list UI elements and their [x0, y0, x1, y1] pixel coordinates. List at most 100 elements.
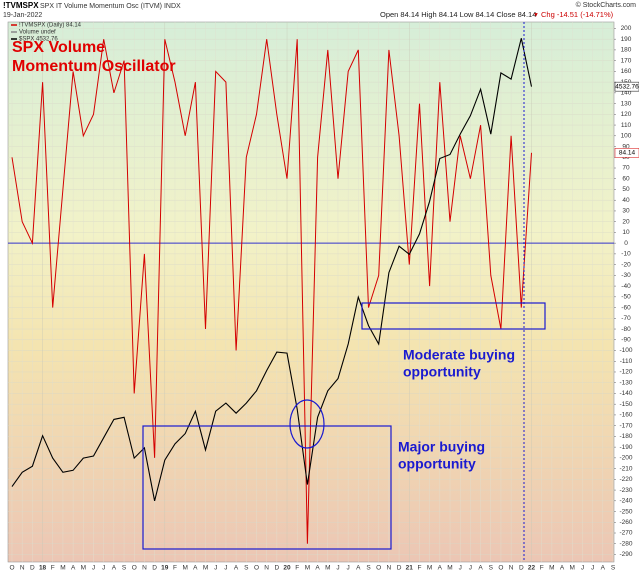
x-tick-label: M	[182, 565, 187, 572]
y-tick-label: -60	[621, 304, 631, 311]
y-tick-label: 10	[622, 229, 630, 236]
y-tick-label: 0	[624, 240, 628, 247]
last-value-tag: 84.14	[614, 148, 639, 158]
x-tick-label: F	[417, 565, 421, 572]
last-value-box	[614, 148, 639, 158]
x-tick-label: 22	[528, 565, 536, 572]
y-tick-label: -170	[619, 422, 632, 429]
y-tick-label: 110	[621, 122, 632, 129]
date: 19-Jan-2022	[3, 12, 42, 19]
x-tick-label: S	[122, 565, 127, 572]
y-tick-label: -200	[619, 455, 632, 462]
x-tick-label: O	[376, 565, 381, 572]
copyright: © StockCharts.com	[576, 1, 637, 9]
y-tick-label: -250	[619, 508, 632, 515]
down-arrow: ▼	[533, 13, 539, 19]
y-tick-label: -50	[621, 294, 631, 301]
x-tick-label: J	[92, 565, 95, 572]
x-tick-label: N	[142, 565, 147, 572]
y-tick-label: -240	[619, 498, 632, 505]
annotation: Momentum Oscillator	[12, 58, 176, 75]
x-tick-label: J	[214, 565, 217, 572]
y-tick-label: -70	[621, 315, 631, 322]
last-value-box	[614, 81, 639, 92]
x-tick-label: A	[560, 565, 565, 572]
y-tick-label: 30	[622, 208, 630, 215]
y-tick-label: 170	[621, 57, 632, 64]
x-tick-label: A	[315, 565, 320, 572]
x-tick-label: 19	[161, 565, 169, 572]
y-tick-label: -290	[619, 551, 632, 558]
y-tick-label: 50	[622, 186, 630, 193]
x-tick-label: J	[347, 565, 350, 572]
x-tick-label: 21	[406, 565, 414, 572]
x-tick-label: 18	[39, 565, 47, 572]
x-tick-label: M	[60, 565, 65, 572]
legend-label: $SPX 4532.76	[19, 37, 58, 43]
y-tick-label: -210	[619, 465, 632, 472]
x-tick-label: A	[234, 565, 239, 572]
y-tick-label: 120	[621, 111, 632, 118]
x-tick-label: M	[427, 565, 432, 572]
x-tick-label: J	[459, 565, 462, 572]
x-tick-label: F	[295, 565, 299, 572]
annotation: SPX Volume	[12, 39, 105, 56]
x-tick-label: A	[71, 565, 76, 572]
y-tick-label: 180	[621, 47, 632, 54]
legend-label: Volume undef	[19, 30, 56, 36]
major-box	[142, 425, 392, 550]
y-tick-label: 160	[621, 68, 632, 75]
y-tick-label: -220	[619, 476, 632, 483]
x-tick-label: O	[132, 565, 137, 572]
y-tick-label: 130	[621, 100, 632, 107]
annotation: opportunity	[398, 456, 476, 472]
x-tick-label: O	[254, 565, 259, 572]
y-tick-label: -90	[621, 336, 631, 343]
y-tick-label: -120	[619, 369, 632, 376]
grid	[8, 22, 614, 562]
x-tick-label: N	[264, 565, 269, 572]
chart-title: SPX IT Volume Momentum Osc (ITVM) INDX	[40, 3, 181, 10]
x-tick-label: F	[173, 565, 177, 572]
x-tick-label: O	[498, 565, 503, 572]
x-tick-label: M	[203, 565, 208, 572]
x-tick-label: S	[244, 565, 249, 572]
annotation: Major buying	[398, 439, 485, 455]
x-tick-label: A	[438, 565, 443, 572]
x-tick-label: S	[489, 565, 494, 572]
x-tick-label: N	[509, 565, 514, 572]
y-tick-label: -80	[621, 326, 631, 333]
circle	[289, 399, 325, 449]
x-tick-label: N	[387, 565, 392, 572]
y-tick-label: 100	[621, 133, 632, 140]
x-tick-label: A	[601, 565, 606, 572]
x-tick-label: F	[540, 565, 544, 572]
y-tick-label: -20	[621, 261, 631, 268]
y-tick-label: -140	[619, 390, 632, 397]
x-tick-label: M	[549, 565, 554, 572]
y-tick-label: 70	[622, 165, 630, 172]
y-tick-label: -230	[619, 487, 632, 494]
annotation: Moderate buying	[403, 347, 515, 363]
last-value: 4532.76	[615, 83, 639, 90]
x-tick-label: M	[305, 565, 310, 572]
y-tick-label: 140	[621, 90, 632, 97]
y-tick-label: -270	[619, 530, 632, 537]
change: Chg -14.51 (-14.71%)	[541, 10, 614, 19]
x-tick-label: A	[356, 565, 361, 572]
series-line	[11, 38, 533, 502]
x-tick-label: A	[193, 565, 198, 572]
x-tick-label: J	[591, 565, 594, 572]
y-tick-label: -190	[619, 444, 632, 451]
x-tick-label: S	[366, 565, 371, 572]
x-tick-label: J	[469, 565, 472, 572]
x-tick-label: A	[112, 565, 117, 572]
annotations: SPX Volume Momentum Oscillator Moderate bu…	[12, 39, 515, 471]
x-tick-label: A	[478, 565, 483, 572]
y-tick-label: -30	[621, 272, 631, 279]
y-tick-label: -130	[619, 379, 632, 386]
x-tick-label: J	[581, 565, 584, 572]
x-tick-label: D	[30, 565, 35, 572]
last-value: 84.14	[619, 150, 636, 157]
